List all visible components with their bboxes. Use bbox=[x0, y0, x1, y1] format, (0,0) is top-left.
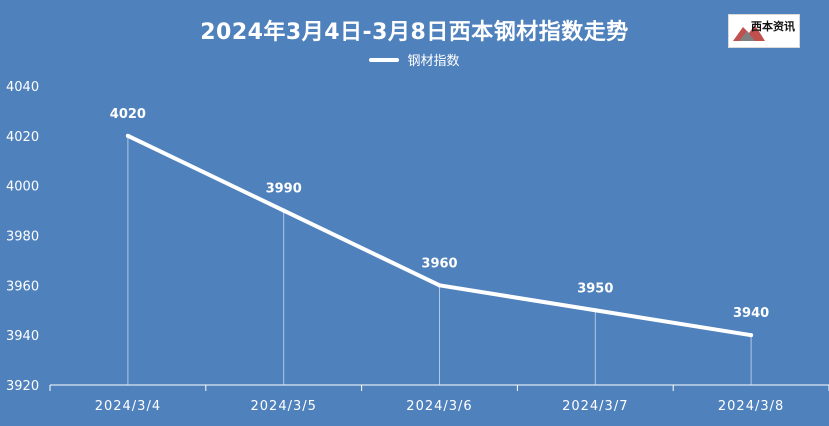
data-point bbox=[125, 133, 130, 138]
y-tick-label: 3960 bbox=[6, 279, 39, 294]
data-point bbox=[749, 333, 754, 338]
data-label: 3950 bbox=[577, 281, 613, 296]
data-point bbox=[437, 283, 442, 288]
logo-mountain-icon bbox=[733, 25, 765, 41]
y-tick-label: 4000 bbox=[6, 180, 39, 195]
legend-label: 钢材指数 bbox=[407, 54, 460, 69]
y-tick-label: 4040 bbox=[6, 80, 39, 95]
x-tick-label: 2024/3/7 bbox=[562, 399, 628, 414]
legend-line-swatch bbox=[369, 57, 400, 62]
y-tick-label: 3920 bbox=[6, 379, 39, 394]
chart-title: 2024年3月4日-3月8日西本钢材指数走势 bbox=[200, 20, 629, 45]
y-tick-label: 4020 bbox=[6, 130, 39, 145]
y-tick-label: 3940 bbox=[6, 329, 39, 344]
y-tick-label: 3980 bbox=[6, 230, 39, 245]
data-label: 4020 bbox=[110, 107, 146, 122]
data-point bbox=[281, 208, 286, 213]
x-tick-label: 2024/3/6 bbox=[406, 399, 472, 414]
brand-logo: 西本资讯 bbox=[728, 14, 800, 48]
legend: 钢材指数 bbox=[0, 50, 829, 69]
x-tick-label: 2024/3/4 bbox=[95, 399, 161, 414]
data-label: 3940 bbox=[733, 306, 769, 321]
x-tick-label: 2024/3/5 bbox=[251, 399, 317, 414]
data-label: 3960 bbox=[421, 256, 457, 271]
data-point bbox=[593, 308, 598, 313]
logo-text: 西本资讯 bbox=[751, 20, 795, 33]
data-label: 3990 bbox=[266, 182, 302, 197]
x-tick-label: 2024/3/8 bbox=[718, 399, 784, 414]
